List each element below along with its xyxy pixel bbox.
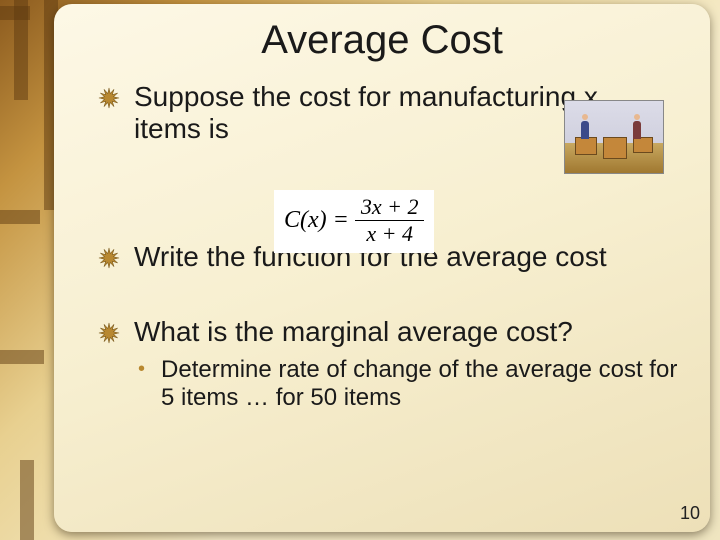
bullet-3-text: What is the marginal average cost? [134, 316, 573, 348]
bullet-1-text: Suppose the cost for manufacturing x ite… [134, 81, 614, 145]
starburst-icon [98, 87, 120, 109]
equation-denominator: x + 4 [360, 221, 419, 247]
sub-bullet-text: Determine rate of change of the average … [161, 356, 680, 413]
slide-card: Average Cost Suppose the cost for manufa… [54, 4, 710, 532]
cost-equation: C(x) = 3x + 2 x + 4 [274, 190, 434, 253]
equation-numerator: 3x + 2 [355, 194, 425, 221]
starburst-icon [98, 247, 120, 269]
bullet-3: What is the marginal average cost? [98, 316, 680, 348]
sub-bullet: • Determine rate of change of the averag… [138, 356, 680, 413]
equation-lhs: C(x) = [284, 207, 349, 234]
slide-title: Average Cost [54, 18, 710, 63]
dot-icon: • [138, 358, 145, 381]
page-number: 10 [680, 503, 700, 524]
starburst-icon [98, 322, 120, 344]
manufacturing-clipart [564, 100, 664, 174]
